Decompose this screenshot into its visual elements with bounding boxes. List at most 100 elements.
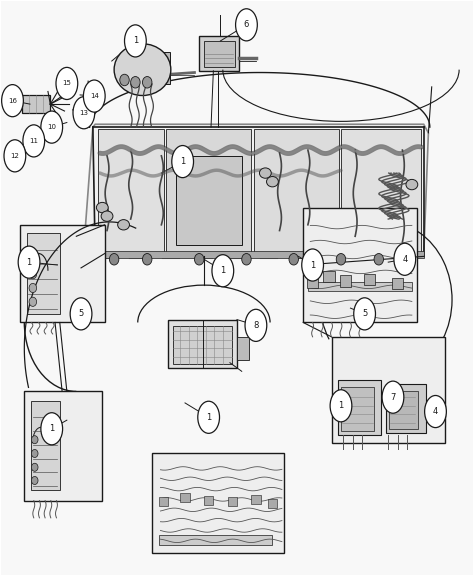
Ellipse shape xyxy=(114,44,171,96)
Text: 10: 10 xyxy=(47,124,56,130)
Bar xyxy=(307,276,318,288)
Ellipse shape xyxy=(41,111,63,143)
Bar xyxy=(166,130,251,255)
Circle shape xyxy=(29,270,36,279)
Bar xyxy=(159,535,273,545)
Ellipse shape xyxy=(212,255,234,287)
Circle shape xyxy=(29,283,36,293)
Text: 16: 16 xyxy=(8,98,17,104)
Bar xyxy=(204,496,213,505)
Ellipse shape xyxy=(425,396,447,427)
Bar xyxy=(251,495,261,504)
Ellipse shape xyxy=(118,219,129,230)
Bar xyxy=(268,499,277,508)
Ellipse shape xyxy=(125,25,146,57)
Bar xyxy=(98,251,424,258)
Ellipse shape xyxy=(302,249,323,281)
Text: 1: 1 xyxy=(27,257,32,267)
Text: 5: 5 xyxy=(362,309,367,319)
Ellipse shape xyxy=(172,146,193,177)
Circle shape xyxy=(31,463,38,471)
Ellipse shape xyxy=(245,309,267,342)
Circle shape xyxy=(289,253,299,265)
Bar xyxy=(308,282,412,291)
Bar xyxy=(237,337,249,360)
Text: 12: 12 xyxy=(10,153,19,159)
Text: 14: 14 xyxy=(90,93,99,99)
Bar xyxy=(204,41,235,67)
Polygon shape xyxy=(83,124,428,256)
Circle shape xyxy=(31,435,38,444)
Text: 8: 8 xyxy=(253,321,259,330)
Bar xyxy=(168,320,237,369)
Circle shape xyxy=(120,74,129,86)
Circle shape xyxy=(31,449,38,457)
Ellipse shape xyxy=(23,125,45,157)
Bar xyxy=(152,453,284,554)
Bar xyxy=(341,388,374,430)
Ellipse shape xyxy=(73,97,95,129)
Ellipse shape xyxy=(394,243,416,275)
Circle shape xyxy=(109,253,119,265)
Bar xyxy=(389,392,418,429)
Bar xyxy=(22,95,50,113)
Bar xyxy=(341,130,421,255)
Circle shape xyxy=(29,256,36,265)
Circle shape xyxy=(143,77,152,88)
Ellipse shape xyxy=(41,413,63,445)
Bar xyxy=(323,271,335,282)
Ellipse shape xyxy=(83,80,105,112)
Bar xyxy=(27,233,60,314)
Circle shape xyxy=(29,297,36,306)
Bar xyxy=(340,275,351,287)
Bar xyxy=(173,327,232,364)
Text: 1: 1 xyxy=(49,425,55,433)
Ellipse shape xyxy=(1,85,23,117)
Text: 1: 1 xyxy=(338,401,344,410)
Circle shape xyxy=(242,253,251,265)
Bar xyxy=(121,54,150,80)
Ellipse shape xyxy=(96,202,108,213)
Bar xyxy=(31,401,60,490)
Bar xyxy=(303,207,417,323)
Ellipse shape xyxy=(330,390,352,422)
Text: 4: 4 xyxy=(402,255,407,264)
Text: 1: 1 xyxy=(220,266,226,275)
Bar xyxy=(338,380,381,434)
Circle shape xyxy=(131,77,140,88)
Ellipse shape xyxy=(18,246,40,278)
Ellipse shape xyxy=(56,67,78,100)
Circle shape xyxy=(336,253,346,265)
Text: 4: 4 xyxy=(433,407,438,416)
Circle shape xyxy=(143,253,152,265)
Bar xyxy=(151,52,170,84)
Text: 7: 7 xyxy=(390,393,396,401)
Ellipse shape xyxy=(266,176,278,187)
Text: 5: 5 xyxy=(78,309,84,319)
Bar xyxy=(386,384,426,433)
Bar xyxy=(199,36,239,71)
Ellipse shape xyxy=(259,168,271,178)
Bar xyxy=(331,337,445,443)
Bar xyxy=(228,497,237,506)
Bar xyxy=(159,497,168,506)
Circle shape xyxy=(194,253,204,265)
Ellipse shape xyxy=(382,381,404,413)
Text: 6: 6 xyxy=(244,20,249,29)
Bar xyxy=(24,392,102,501)
Text: 13: 13 xyxy=(79,110,88,116)
Bar xyxy=(98,130,164,255)
Text: 1: 1 xyxy=(206,413,211,422)
Ellipse shape xyxy=(354,298,375,330)
Text: 1: 1 xyxy=(133,36,138,46)
Text: 15: 15 xyxy=(63,81,71,86)
Text: 1: 1 xyxy=(180,157,185,166)
Text: 1: 1 xyxy=(310,260,315,270)
Ellipse shape xyxy=(406,179,418,190)
Bar xyxy=(254,130,338,255)
Ellipse shape xyxy=(101,211,113,221)
Bar xyxy=(19,225,105,323)
Bar xyxy=(175,156,242,245)
Circle shape xyxy=(374,253,383,265)
Ellipse shape xyxy=(198,401,219,433)
